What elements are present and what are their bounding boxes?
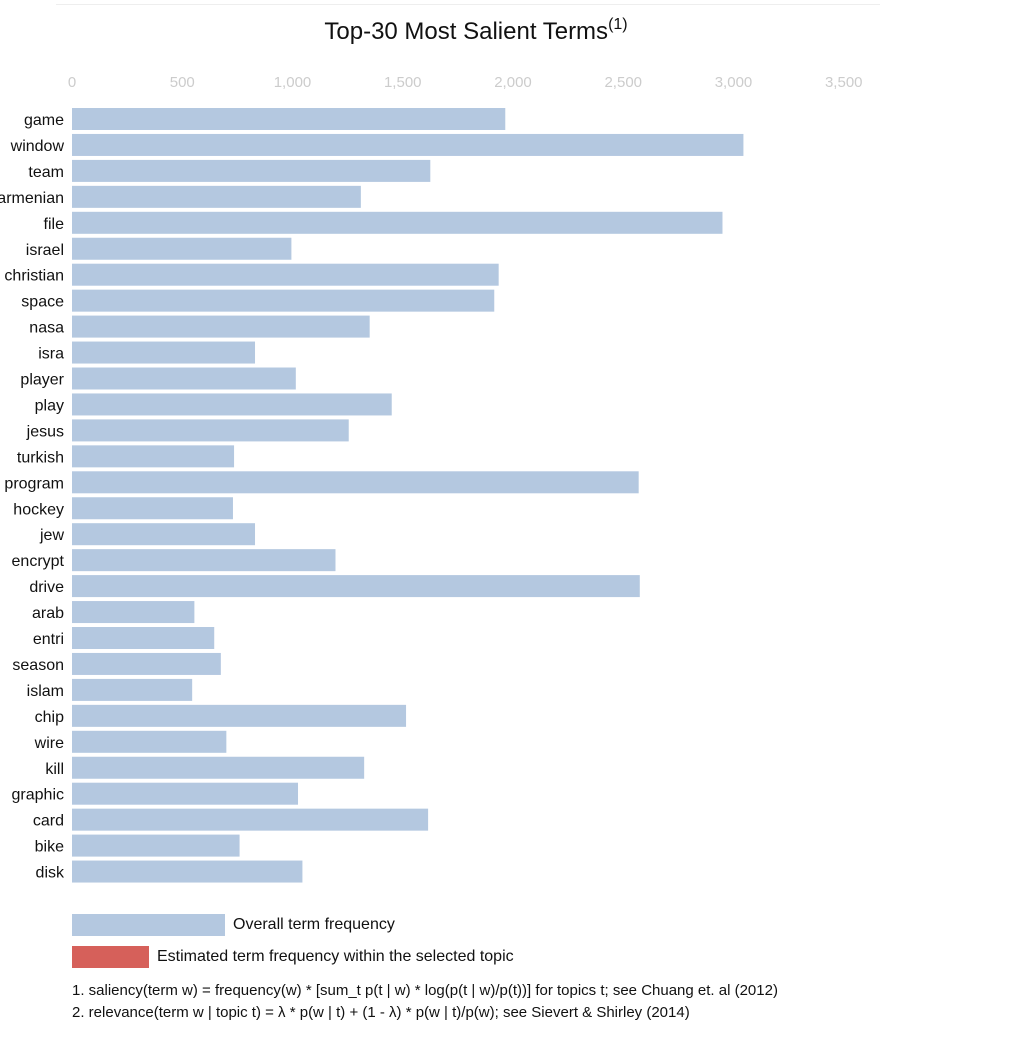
chart-title: Top-30 Most Salient Terms(1) [0,16,952,46]
category-label-christian[interactable]: christian [4,268,64,285]
category-label-window[interactable]: window [10,138,65,155]
category-label-armenian[interactable]: armenian [0,190,64,207]
category-label-disk[interactable]: disk [36,865,65,882]
category-label-player[interactable]: player [20,372,64,389]
bar-arab[interactable] [72,601,195,624]
category-label-isra[interactable]: isra [38,346,64,363]
category-label-islam[interactable]: islam [27,683,64,700]
category-label-play[interactable]: play [35,397,64,414]
x-tick-label: 2,500 [604,74,642,91]
x-tick-label: 3,500 [825,74,863,91]
legend-overall-label: Overall term frequency [233,916,395,933]
category-label-turkish[interactable]: turkish [17,449,64,466]
bar-chip[interactable] [72,704,407,727]
footnotes: 1. saliency(term w) = frequency(w) * [su… [72,980,778,1024]
footnote-2: 2. relevance(term w | topic t) = λ * p(w… [72,1004,690,1021]
category-label-season[interactable]: season [12,657,64,674]
category-label-graphic[interactable]: graphic [12,787,64,804]
category-label-entri[interactable]: entri [33,631,64,648]
x-tick-label: 0 [68,74,76,91]
category-label-program[interactable]: program [4,475,64,492]
bar-bike[interactable] [72,834,240,857]
legend-topic-label: Estimated term frequency within the sele… [157,948,514,965]
category-label-arab[interactable]: arab [32,605,64,622]
category-label-encrypt[interactable]: encrypt [12,553,65,570]
bar-program[interactable] [72,471,639,494]
bar-file[interactable] [72,211,723,234]
legend-topic: Estimated term frequency within the sele… [72,946,514,968]
bar-graphic[interactable] [72,782,299,805]
category-label-drive[interactable]: drive [29,579,64,596]
category-label-nasa[interactable]: nasa [29,320,64,337]
bar-islam[interactable] [72,678,193,701]
bar-jew[interactable] [72,523,256,546]
category-label-game[interactable]: game [24,112,64,129]
category-label-team[interactable]: team [28,164,64,181]
legend-overall: Overall term frequency [72,914,395,936]
bar-player[interactable] [72,367,296,390]
x-tick-label: 500 [170,74,195,91]
bar-christian[interactable] [72,263,499,286]
bar-israel[interactable] [72,237,292,260]
bar-season[interactable] [72,652,221,675]
category-label-bike[interactable]: bike [35,839,64,856]
category-label-israel[interactable]: israel [26,242,64,259]
top-divider [56,4,880,5]
bar-game[interactable] [72,108,506,130]
category-label-jesus[interactable]: jesus [26,423,64,440]
bar-turkish[interactable] [72,445,235,468]
bar-team[interactable] [72,159,431,182]
category-label-kill[interactable]: kill [45,761,64,778]
chart-title-superscript: (1) [608,16,628,33]
category-label-chip[interactable]: chip [35,709,64,726]
bar-play[interactable] [72,393,392,416]
bar-wire[interactable] [72,730,227,753]
bar-jesus[interactable] [72,419,349,442]
category-label-jew[interactable]: jew [39,527,64,544]
x-tick-label: 2,000 [494,74,532,91]
bar-isra[interactable] [72,341,256,364]
footnote-1: 1. saliency(term w) = frequency(w) * [su… [72,982,778,999]
bar-hockey[interactable] [72,497,233,520]
legend-overall-swatch [72,914,225,936]
bar-chart: 0 500 1,000 1,500 2,000 2,500 3,000 3,500 game wi… [0,74,863,883]
bar-kill[interactable] [72,756,365,779]
x-tick-label: 1,000 [274,74,312,91]
bar-nasa[interactable] [72,315,370,338]
bar-window[interactable] [72,133,744,156]
category-label-file[interactable]: file [44,216,65,233]
chart-title-text: Top-30 Most Salient Terms [324,18,609,45]
bar-armenian[interactable] [72,185,361,208]
category-label-space[interactable]: space [21,294,64,311]
bar-drive[interactable] [72,575,640,598]
x-tick-label: 1,500 [384,74,422,91]
bar-entri[interactable] [72,627,215,649]
category-label-wire[interactable]: wire [34,735,64,752]
category-label-hockey[interactable]: hockey [13,501,64,518]
bar-encrypt[interactable] [72,549,336,572]
bar-card[interactable] [72,808,429,831]
bar-disk[interactable] [72,860,303,883]
legend-topic-swatch [72,946,149,968]
bar-space[interactable] [72,289,495,312]
category-label-card[interactable]: card [33,813,64,830]
x-tick-label: 3,000 [715,74,753,91]
